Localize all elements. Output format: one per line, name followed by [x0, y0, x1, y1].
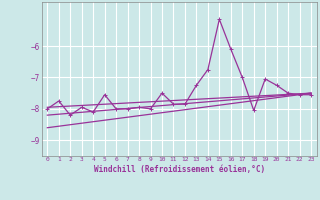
X-axis label: Windchill (Refroidissement éolien,°C): Windchill (Refroidissement éolien,°C) — [94, 165, 265, 174]
